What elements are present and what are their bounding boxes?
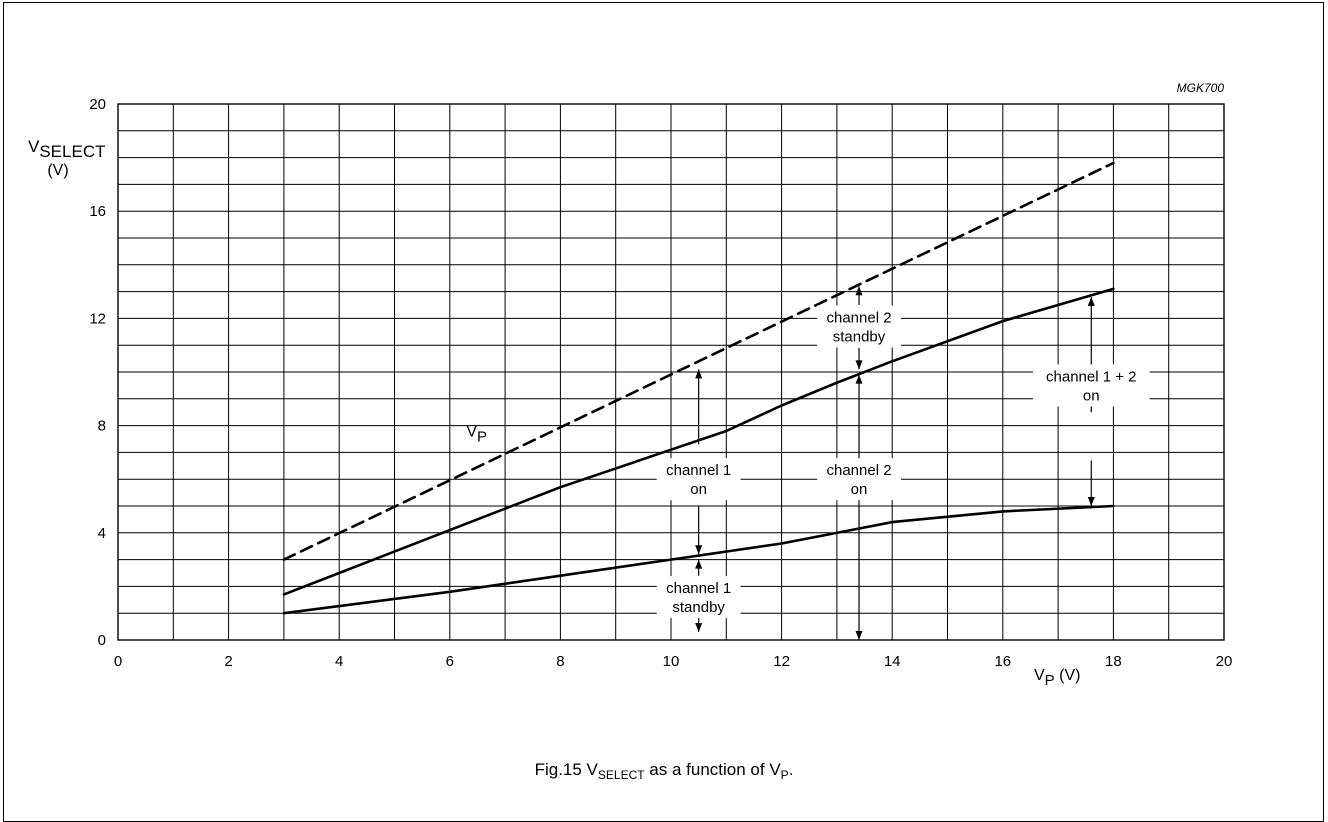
axis-labels: MGK700 VSELECT(V) VP (V): [28, 81, 1224, 689]
y-tick-label: 12: [89, 310, 106, 327]
tick-labels: 0 2 4 6 8 10 12 14 16 18 20 0 4 8 12 16 20: [89, 96, 1232, 670]
annotation-text: channel 1: [666, 580, 731, 597]
annotation-text: channel 2: [826, 462, 891, 479]
y-tick-label: 0: [98, 632, 106, 649]
x-tick-label: 18: [1105, 653, 1122, 670]
x-tick-label: 0: [114, 653, 122, 670]
arrow-head: [1087, 497, 1095, 506]
annotation-bg: [817, 458, 901, 501]
annotation-text: channel 2: [826, 309, 891, 326]
x-tick-label: 2: [224, 653, 232, 670]
annotation-text: channel 1 + 2: [1046, 368, 1137, 385]
x-tick-label: 20: [1216, 653, 1233, 670]
plot-border: [117, 103, 1225, 641]
figure-caption: Fig.15 VSELECT as a function of VP.: [0, 760, 1328, 782]
arrow-head: [695, 369, 703, 379]
series-line: [282, 504, 1115, 615]
caption-end: .: [788, 760, 794, 779]
arrow-head: [855, 374, 863, 384]
x-tick-label: 6: [446, 653, 454, 670]
arrow-head: [695, 559, 703, 569]
figure-code: MGK700: [1177, 81, 1225, 95]
arrow-head: [855, 286, 863, 296]
annotation-text: standby: [833, 328, 886, 345]
annotation-text: channel 1: [666, 462, 731, 479]
annotation-text: on: [1083, 387, 1100, 404]
caption-sub-p: P: [780, 768, 789, 782]
y-axis-unit: (V): [47, 162, 68, 179]
caption-middle: as a function of V: [644, 760, 781, 779]
arrow-head: [855, 360, 863, 370]
arrow-head: [695, 545, 703, 555]
y-tick-label: 16: [89, 203, 106, 220]
annotation-text: on: [690, 481, 707, 498]
arrow-head: [855, 631, 863, 640]
series-vp-dashed: [282, 161, 1115, 561]
arrow-head: [695, 622, 703, 632]
y-tick-label: 4: [98, 525, 106, 542]
x-tick-label: 14: [884, 653, 901, 670]
annotation-bg: [656, 576, 741, 619]
x-tick-label: 10: [663, 653, 680, 670]
y-tick-label: 8: [98, 418, 106, 435]
y-tick-label: 20: [89, 96, 106, 113]
x-tick-label: 4: [335, 653, 343, 670]
series-lines: VP: [282, 161, 1115, 615]
y-axis-label: VSELECT: [28, 137, 105, 161]
annotation-text: on: [851, 481, 868, 498]
arrow-head: [1087, 296, 1095, 306]
x-tick-label: 16: [994, 653, 1011, 670]
caption-sub-select: SELECT: [597, 768, 645, 782]
x-tick-label: 8: [556, 653, 564, 670]
annotation-bg: [1032, 364, 1150, 407]
annotations: channel 2 standby channel 1 + 2 on channel 1…: [656, 305, 1150, 619]
series-line: [282, 287, 1115, 596]
annotation-bg: [817, 305, 901, 348]
annotation-text: standby: [672, 599, 725, 616]
x-tick-label: 12: [773, 653, 790, 670]
series-label-vp: VP: [466, 423, 487, 445]
x-axis-label: VP (V): [1034, 667, 1080, 689]
vselect-chart: 0 2 4 6 8 10 12 14 16 18 20 0 4 8 12 16 20 VP channel 2 s…: [28, 81, 1232, 689]
annotation-bg: [656, 458, 741, 501]
caption-prefix: Fig.15 V: [534, 760, 598, 779]
